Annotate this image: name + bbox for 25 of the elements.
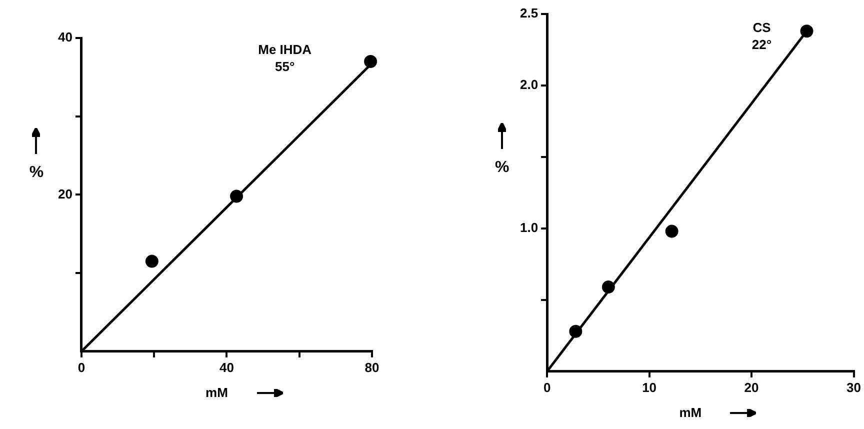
annotation: CS	[752, 20, 772, 35]
x-tick-label: 10	[642, 380, 657, 395]
point	[602, 280, 615, 294]
annotation: 22°	[752, 36, 772, 52]
x-tick-label: 0	[543, 380, 551, 395]
x-tick-label: 40	[219, 360, 234, 375]
y-axis-title: %	[494, 159, 510, 176]
annotation: Me IHDA	[258, 42, 312, 58]
x-axis-title: mM	[679, 404, 702, 420]
x-tick-label: 30	[846, 380, 862, 395]
point	[569, 324, 582, 338]
point	[230, 190, 244, 203]
point	[145, 254, 158, 268]
x-tick-label: 20	[744, 380, 759, 395]
x-tick-label: 80	[364, 360, 380, 375]
x-tick-label: 0	[78, 360, 86, 375]
point	[364, 55, 378, 68]
point	[800, 24, 814, 38]
annotation: 55°	[275, 59, 295, 74]
y-tick-label: 1.0	[520, 220, 538, 236]
y-tick-label: 2.5	[520, 6, 538, 21]
point	[665, 224, 678, 238]
y-tick-label: 2.0	[520, 77, 538, 92]
y-axis-title: %	[29, 164, 44, 182]
x-axis-title: mM	[206, 384, 228, 400]
